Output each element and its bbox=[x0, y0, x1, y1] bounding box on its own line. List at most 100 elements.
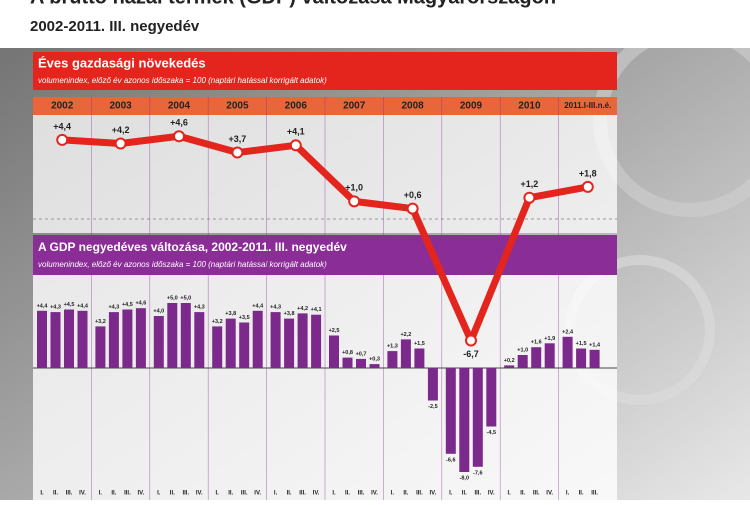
value-label: +1,9 bbox=[544, 336, 555, 342]
value-label: +4,3 bbox=[194, 305, 205, 311]
line-subtitle: volumenindex, előző év azonos időszaka =… bbox=[38, 76, 327, 85]
bar bbox=[194, 312, 205, 368]
page-subtitle: 2002-2011. III. negyedév bbox=[30, 18, 200, 35]
bar bbox=[486, 368, 497, 427]
value-label: +0,3 bbox=[369, 357, 380, 363]
value-label: +0,2 bbox=[504, 358, 515, 364]
quarter-label: II. bbox=[403, 491, 408, 497]
value-label: +4,6 bbox=[170, 118, 188, 128]
year-label: 2007 bbox=[343, 101, 366, 112]
value-label: +4,4 bbox=[53, 121, 71, 131]
bar bbox=[108, 312, 119, 368]
quarter-label: II. bbox=[228, 491, 233, 497]
quarter-label: I. bbox=[40, 491, 44, 497]
bar bbox=[95, 326, 106, 368]
value-label: +1,6 bbox=[531, 340, 542, 346]
bar bbox=[589, 349, 600, 368]
value-label: +4,1 bbox=[287, 127, 305, 137]
bar-subtitle: volumenindex, előző év azonos időszaka =… bbox=[38, 260, 327, 269]
year-label: 2011.I-III.n.é. bbox=[564, 101, 611, 110]
bar bbox=[544, 343, 555, 368]
year-label: 2009 bbox=[460, 101, 483, 112]
value-label: +1,5 bbox=[414, 341, 425, 347]
quarter-label: II. bbox=[462, 491, 467, 497]
value-label: -6,7 bbox=[463, 349, 479, 359]
bar bbox=[356, 358, 366, 368]
bar bbox=[212, 326, 223, 368]
value-label: +0,7 bbox=[356, 351, 367, 357]
quarter-label: I. bbox=[99, 491, 103, 497]
quarter-label: III. bbox=[182, 491, 189, 497]
quarter-label: III. bbox=[66, 491, 73, 497]
value-label: +3,5 bbox=[239, 315, 250, 321]
quarter-label: I. bbox=[216, 491, 220, 497]
value-label: +2,5 bbox=[329, 328, 340, 334]
value-label: -8,0 bbox=[460, 475, 469, 481]
page-title: A bruttó hazai termék (GDP) változása Ma… bbox=[30, 0, 556, 8]
quarter-label: II. bbox=[170, 491, 175, 497]
value-label: +4,3 bbox=[108, 305, 119, 311]
value-label: -6,6 bbox=[446, 457, 455, 463]
value-label: +2,4 bbox=[562, 329, 574, 335]
point bbox=[348, 195, 361, 208]
value-label: +3,8 bbox=[225, 311, 236, 317]
value-label: -4,5 bbox=[487, 430, 496, 436]
point bbox=[465, 334, 477, 347]
bar bbox=[531, 347, 542, 368]
bar bbox=[37, 310, 47, 368]
bar bbox=[576, 348, 587, 368]
quarter-label: II. bbox=[345, 491, 350, 497]
bar bbox=[284, 318, 295, 368]
bar bbox=[342, 357, 353, 368]
value-label: +4,6 bbox=[135, 301, 146, 307]
year-label: 2008 bbox=[401, 101, 424, 112]
point bbox=[56, 133, 69, 146]
quarter-label: III. bbox=[358, 491, 365, 497]
year-label: 2006 bbox=[285, 101, 308, 112]
bar bbox=[387, 351, 398, 368]
point bbox=[406, 202, 419, 215]
value-label: +4,4 bbox=[37, 303, 49, 309]
bar bbox=[297, 313, 308, 368]
value-label: +4,1 bbox=[311, 307, 322, 313]
annual-line bbox=[61, 132, 589, 345]
value-label: +4,5 bbox=[122, 302, 133, 308]
header-bg bbox=[0, 0, 750, 48]
quarter-label: IV. bbox=[79, 491, 86, 497]
value-label: +1,3 bbox=[387, 344, 398, 350]
bar bbox=[180, 303, 191, 368]
year-label: 2003 bbox=[109, 101, 132, 112]
value-label: -7,6 bbox=[473, 470, 482, 476]
bar bbox=[167, 303, 178, 368]
point bbox=[581, 180, 594, 193]
line-title-band bbox=[33, 52, 617, 90]
bar bbox=[427, 368, 438, 401]
value-label: +2,2 bbox=[400, 332, 411, 338]
value-label: +1,0 bbox=[517, 347, 528, 353]
quarter-label: II. bbox=[53, 491, 58, 497]
bar bbox=[562, 336, 573, 368]
value-label: +1,2 bbox=[521, 179, 539, 189]
quarter-label: III. bbox=[533, 491, 540, 497]
bar-title: A GDP negyedéves változása, 2002-2011. I… bbox=[38, 240, 347, 254]
bar bbox=[252, 310, 263, 368]
bar bbox=[459, 368, 470, 472]
point bbox=[114, 137, 127, 150]
value-label: +3,2 bbox=[95, 319, 106, 325]
value-label: -2,5 bbox=[428, 404, 437, 410]
value-label: +3,2 bbox=[212, 319, 223, 325]
bar bbox=[122, 309, 133, 368]
quarter-label: III. bbox=[474, 491, 481, 497]
value-label: +4,3 bbox=[50, 305, 61, 311]
point bbox=[289, 139, 302, 152]
point bbox=[173, 130, 185, 143]
quarter-label: I. bbox=[274, 491, 278, 497]
quarter-label: II. bbox=[287, 491, 292, 497]
quarter-label: IV. bbox=[488, 491, 495, 497]
year-label: 2005 bbox=[226, 101, 249, 112]
quarter-label: I. bbox=[508, 491, 512, 497]
bar bbox=[270, 312, 281, 368]
value-label: +4,2 bbox=[297, 306, 308, 312]
quarter-label: III. bbox=[124, 491, 131, 497]
